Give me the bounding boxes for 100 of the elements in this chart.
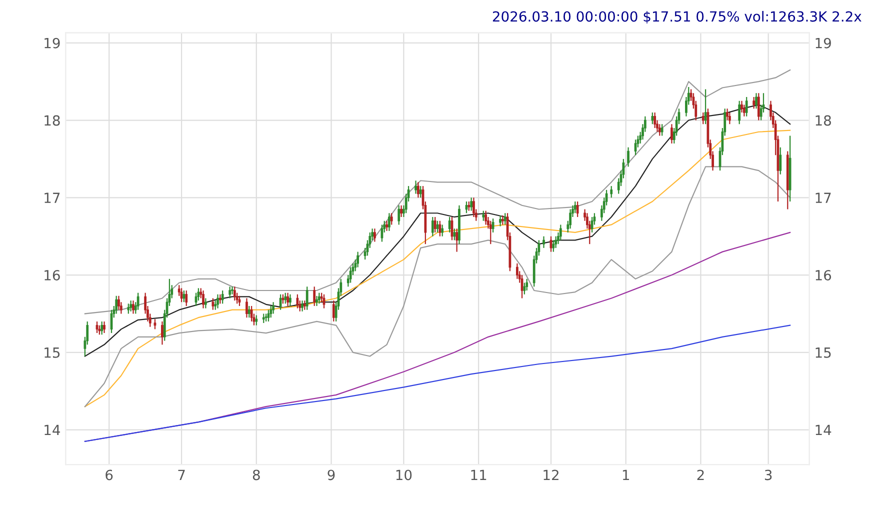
candlestick <box>248 305 250 318</box>
y-tick-label: 17 <box>44 192 60 203</box>
candlestick <box>233 286 236 302</box>
y2-tick-label: 19 <box>816 38 831 48</box>
candlestick <box>569 208 572 230</box>
candlestick <box>516 262 518 280</box>
x-tick-label: 6 <box>106 470 113 480</box>
candlestick <box>757 92 760 121</box>
candlestick <box>660 124 664 136</box>
candlestick <box>262 313 265 324</box>
chart-title: 2026.03.10 00:00:00 $17.51 0.75% vol:1263.3K 2.2x <box>492 10 862 24</box>
candlestick <box>738 100 741 125</box>
line-series <box>84 324 791 442</box>
candlestick <box>289 294 292 307</box>
candlestick <box>204 298 207 309</box>
x-tick-label: 10 <box>396 470 412 480</box>
candlestick <box>313 286 316 307</box>
candlestick <box>161 320 164 346</box>
candlestick <box>745 96 748 117</box>
candlestick <box>489 220 492 245</box>
candlestick <box>130 300 132 312</box>
candlestick <box>523 282 526 295</box>
candlestick <box>438 220 442 237</box>
candlestick <box>441 224 444 237</box>
y2-tick-label: 15 <box>816 348 831 358</box>
candlestick <box>103 320 106 334</box>
candlestick <box>554 236 558 248</box>
candlestick <box>726 108 728 121</box>
x-tick-label: 12 <box>544 470 558 480</box>
candlestick <box>216 294 219 309</box>
candlestick <box>482 210 485 222</box>
x-tick-label: 7 <box>178 470 185 480</box>
y2-tick-label: 14 <box>816 424 832 436</box>
candlestick <box>702 112 704 125</box>
candlestick <box>484 210 487 226</box>
candlestick <box>431 216 434 237</box>
candlestick <box>526 278 528 292</box>
candlestick <box>434 216 436 234</box>
candlestick <box>779 146 782 175</box>
candlestick <box>742 104 746 117</box>
candlestick <box>398 204 400 226</box>
candlestick <box>752 96 756 110</box>
candlestick <box>185 290 188 307</box>
candlestick <box>453 228 456 241</box>
candlestick <box>231 286 234 295</box>
x-tick-label: 1 <box>622 470 629 480</box>
candlestick <box>318 292 320 304</box>
candlestick <box>542 236 545 248</box>
candlestick <box>136 292 140 310</box>
x-tick-label: 9 <box>328 470 335 480</box>
candlestick <box>400 204 402 218</box>
y-tick-label: 19 <box>44 38 60 48</box>
candlestick <box>98 324 101 336</box>
candlestick <box>246 298 248 318</box>
candlestick <box>499 214 502 227</box>
candlestick <box>654 112 656 129</box>
candlestick <box>250 305 253 322</box>
y2-tick-label: 18 <box>816 115 831 126</box>
candlestick <box>374 228 376 242</box>
candlestick <box>272 302 274 314</box>
candlestick <box>651 112 654 125</box>
y-tick-label: 16 <box>44 270 60 280</box>
x-tick-label: 3 <box>764 470 772 480</box>
candlestick <box>388 212 390 232</box>
x-tick-label: 2 <box>697 470 704 480</box>
y-tick-label: 14 <box>44 424 60 436</box>
y2-tick-label: 17 <box>816 192 831 203</box>
candlestick <box>419 185 422 198</box>
candlestick <box>115 295 118 314</box>
candlestick <box>755 92 758 110</box>
candlestick <box>740 100 743 114</box>
y2-tick-label: 16 <box>816 270 832 280</box>
candlestick <box>416 182 420 198</box>
candlestick <box>559 224 562 241</box>
candlestick <box>670 124 673 144</box>
candlestick <box>255 314 258 326</box>
candlestick <box>301 300 304 312</box>
line-series <box>84 69 791 314</box>
x-tick-label: 11 <box>471 470 486 480</box>
candlestick <box>356 251 360 268</box>
candlestick <box>610 185 613 198</box>
candlestick <box>448 216 451 234</box>
candlestick <box>414 180 417 194</box>
candlestick <box>212 298 214 310</box>
candlestick <box>303 300 306 310</box>
candlestick <box>221 290 224 304</box>
candlestick <box>574 200 576 214</box>
candlestick <box>552 240 555 252</box>
candlestick <box>306 286 308 310</box>
candlestick <box>218 294 222 304</box>
candlestick <box>202 290 204 309</box>
candlestick <box>728 112 731 125</box>
y-tick-label: 18 <box>44 115 60 126</box>
candlestick <box>470 197 472 212</box>
candlestick <box>332 300 335 322</box>
y-tick-label: 15 <box>44 348 60 358</box>
candlestick <box>349 266 352 284</box>
candlestick <box>502 214 504 226</box>
candlestick <box>658 124 661 136</box>
candlestick <box>472 197 475 218</box>
